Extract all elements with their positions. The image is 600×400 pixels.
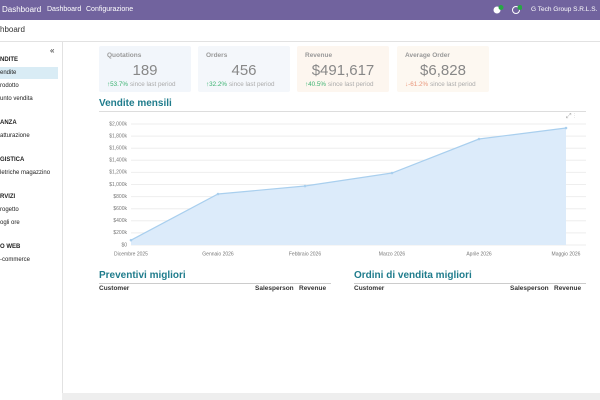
change-note: since last period — [430, 81, 476, 88]
kpi-value: 189 — [132, 62, 158, 79]
x-tick-label: Febbraio 2026 — [289, 251, 321, 257]
kpi-card[interactable]: Orders 456 ↑32.2% since last period — [198, 46, 290, 92]
y-tick-label: $200k — [113, 230, 127, 236]
section-title: RVIZI — [0, 194, 16, 200]
badge — [517, 5, 522, 10]
menu-item[interactable]: -commerce — [0, 257, 31, 263]
section-title: NDITE — [0, 57, 18, 63]
section-title: O WEB — [0, 244, 21, 250]
company[interactable]: G Tech Group S.R.L.S. — [531, 6, 598, 13]
y-tick-label: $1,800k — [109, 133, 127, 139]
brand[interactable]: Dashboard — [2, 5, 42, 14]
y-tick-label: $400k — [113, 218, 127, 224]
column-header: Revenue — [299, 285, 327, 292]
kpi-title: Average Order — [405, 52, 450, 59]
kpi-change: ↓-61.2% since last period — [405, 81, 476, 88]
kpi-title: Orders — [206, 52, 228, 59]
column-header: Salesperson — [255, 285, 294, 292]
kpi-value: $6,828 — [420, 62, 466, 79]
area — [131, 127, 566, 245]
point[interactable] — [390, 171, 394, 175]
point[interactable] — [477, 137, 481, 141]
y-tick-label: $1,600k — [109, 146, 127, 152]
kpi-change: ↑53.7% since last period — [107, 81, 176, 88]
kpi-title: Quotations — [107, 52, 142, 59]
y-tick-label: $2,000k — [109, 121, 127, 127]
table-title: Ordini di vendita migliori — [354, 270, 472, 281]
collapse[interactable]: « — [50, 46, 55, 55]
change-value: 32.2% — [209, 81, 228, 88]
x-tick-label: Dicembre 2025 — [114, 251, 148, 257]
divider — [354, 283, 586, 284]
section-title: GISTICA — [0, 157, 25, 163]
x-tick-label: Gennaio 2026 — [202, 251, 234, 257]
y-tick-label: $0 — [121, 242, 127, 248]
point[interactable] — [216, 192, 220, 196]
expand-icon[interactable]: ⤢ ⋮ — [566, 113, 576, 120]
x-tick-label: Maggio 2026 — [552, 251, 581, 257]
trend-arrow: ↑ — [107, 81, 111, 88]
menu-item[interactable]: rogetto — [0, 207, 19, 213]
point[interactable] — [129, 238, 133, 242]
point[interactable] — [303, 184, 307, 188]
line — [130, 127, 567, 241]
column-header: Salesperson — [510, 285, 549, 292]
sidebar: « NDITE endite rodotto unto vendita ANZA attu… — [0, 42, 63, 400]
menu-item[interactable]: atturazione — [0, 133, 30, 139]
chart-title: Vendite mensili — [99, 98, 172, 109]
y-tick-label: $800k — [113, 194, 127, 200]
kpi-value: $491,617 — [311, 62, 375, 79]
kpi-card[interactable]: Quotations 189 ↑53.7% since last period — [99, 46, 191, 92]
y-tick-label: $1,000k — [109, 182, 127, 188]
menu-item[interactable]: Dashboard — [47, 6, 82, 13]
top-bar: Dashboard Dashboard Configurazione G Tec… — [0, 0, 600, 20]
y-tick-label: $1,200k — [109, 170, 127, 176]
change-note: since last period — [328, 81, 374, 88]
x-tick-label: Marzo 2026 — [379, 251, 406, 257]
table-title: Preventivi migliori — [99, 270, 186, 281]
menu-item[interactable]: unto vendita — [0, 96, 33, 102]
x-tick-label: Aprile 2026 — [466, 251, 492, 257]
menu-item[interactable]: endite — [0, 67, 58, 79]
kpi-card[interactable]: Revenue $491,617 ↑40.5% since last period — [297, 46, 389, 92]
footer-bar — [62, 393, 600, 400]
activity-icon[interactable] — [512, 6, 520, 14]
kpi-change: ↑40.5% since last period — [305, 81, 374, 88]
kpi-change: ↑32.2% since last period — [206, 81, 275, 88]
kpi-card[interactable]: Average Order $6,828 ↓-61.2% since last per… — [397, 46, 489, 92]
breadcrumb: hboard — [0, 25, 25, 34]
trend-arrow: ↑ — [206, 81, 210, 88]
change-note: since last period — [229, 81, 275, 88]
y-tick-label: $600k — [113, 206, 127, 212]
divider — [99, 111, 586, 112]
menu-item[interactable]: rodotto — [0, 83, 19, 89]
icons[interactable] — [492, 4, 522, 16]
change-value: 40.5% — [308, 81, 327, 88]
change-value: -61.2% — [408, 81, 429, 88]
divider — [99, 283, 331, 284]
column-header: Revenue — [554, 285, 582, 292]
trend-arrow: ↓ — [405, 81, 409, 88]
menu-item[interactable]: letriche magazzino — [0, 170, 51, 176]
column-header: Customer — [354, 285, 385, 292]
change-note: since last period — [130, 81, 176, 88]
change-value: 53.7% — [110, 81, 129, 88]
kpi-value: 456 — [231, 62, 257, 79]
kpi-title: Revenue — [305, 52, 333, 59]
badge — [498, 5, 504, 10]
point[interactable] — [564, 126, 568, 130]
y-tick-label: $1,400k — [109, 158, 127, 164]
section-title: ANZA — [0, 120, 17, 126]
divider — [0, 41, 600, 42]
column-header: Customer — [99, 285, 130, 292]
menu-item[interactable]: Configurazione — [86, 6, 134, 13]
trend-arrow: ↑ — [305, 81, 309, 88]
menu-item[interactable]: ogli ore — [0, 220, 20, 226]
